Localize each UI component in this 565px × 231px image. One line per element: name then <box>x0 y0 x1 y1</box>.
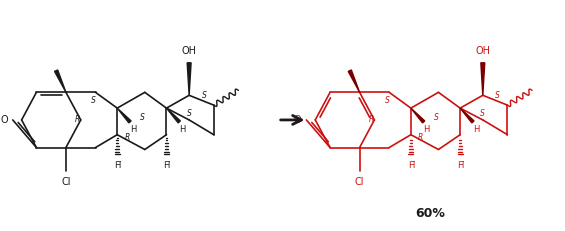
Text: R: R <box>124 133 130 142</box>
Text: O: O <box>294 115 302 125</box>
Text: S: S <box>495 91 500 100</box>
Text: H: H <box>473 125 479 134</box>
Text: OH: OH <box>475 46 490 56</box>
Text: R: R <box>418 133 423 142</box>
Text: 60%: 60% <box>416 207 446 220</box>
Polygon shape <box>481 63 485 95</box>
Text: H: H <box>179 125 185 134</box>
Text: H̅: H̅ <box>408 161 414 170</box>
Text: Cl: Cl <box>61 177 71 187</box>
Text: S: S <box>140 113 145 122</box>
Polygon shape <box>117 108 131 123</box>
Text: H: H <box>130 125 136 134</box>
Text: Cl: Cl <box>355 177 364 187</box>
Text: S: S <box>91 96 96 105</box>
Polygon shape <box>411 108 425 123</box>
Text: OH: OH <box>181 46 197 56</box>
Text: H̅: H̅ <box>163 161 170 170</box>
Text: S: S <box>202 91 206 100</box>
Polygon shape <box>167 108 180 123</box>
Polygon shape <box>348 70 360 92</box>
Polygon shape <box>187 63 191 95</box>
Text: H: H <box>423 125 430 134</box>
Text: R: R <box>75 116 80 125</box>
Text: H̅: H̅ <box>457 161 463 170</box>
Text: S: S <box>480 109 485 118</box>
Text: S: S <box>434 113 439 122</box>
Polygon shape <box>55 70 66 92</box>
Text: S: S <box>186 109 192 118</box>
Text: H̅: H̅ <box>114 161 120 170</box>
Text: O: O <box>0 115 8 125</box>
Text: R: R <box>369 116 374 125</box>
Text: S: S <box>385 96 390 105</box>
Polygon shape <box>460 108 474 123</box>
